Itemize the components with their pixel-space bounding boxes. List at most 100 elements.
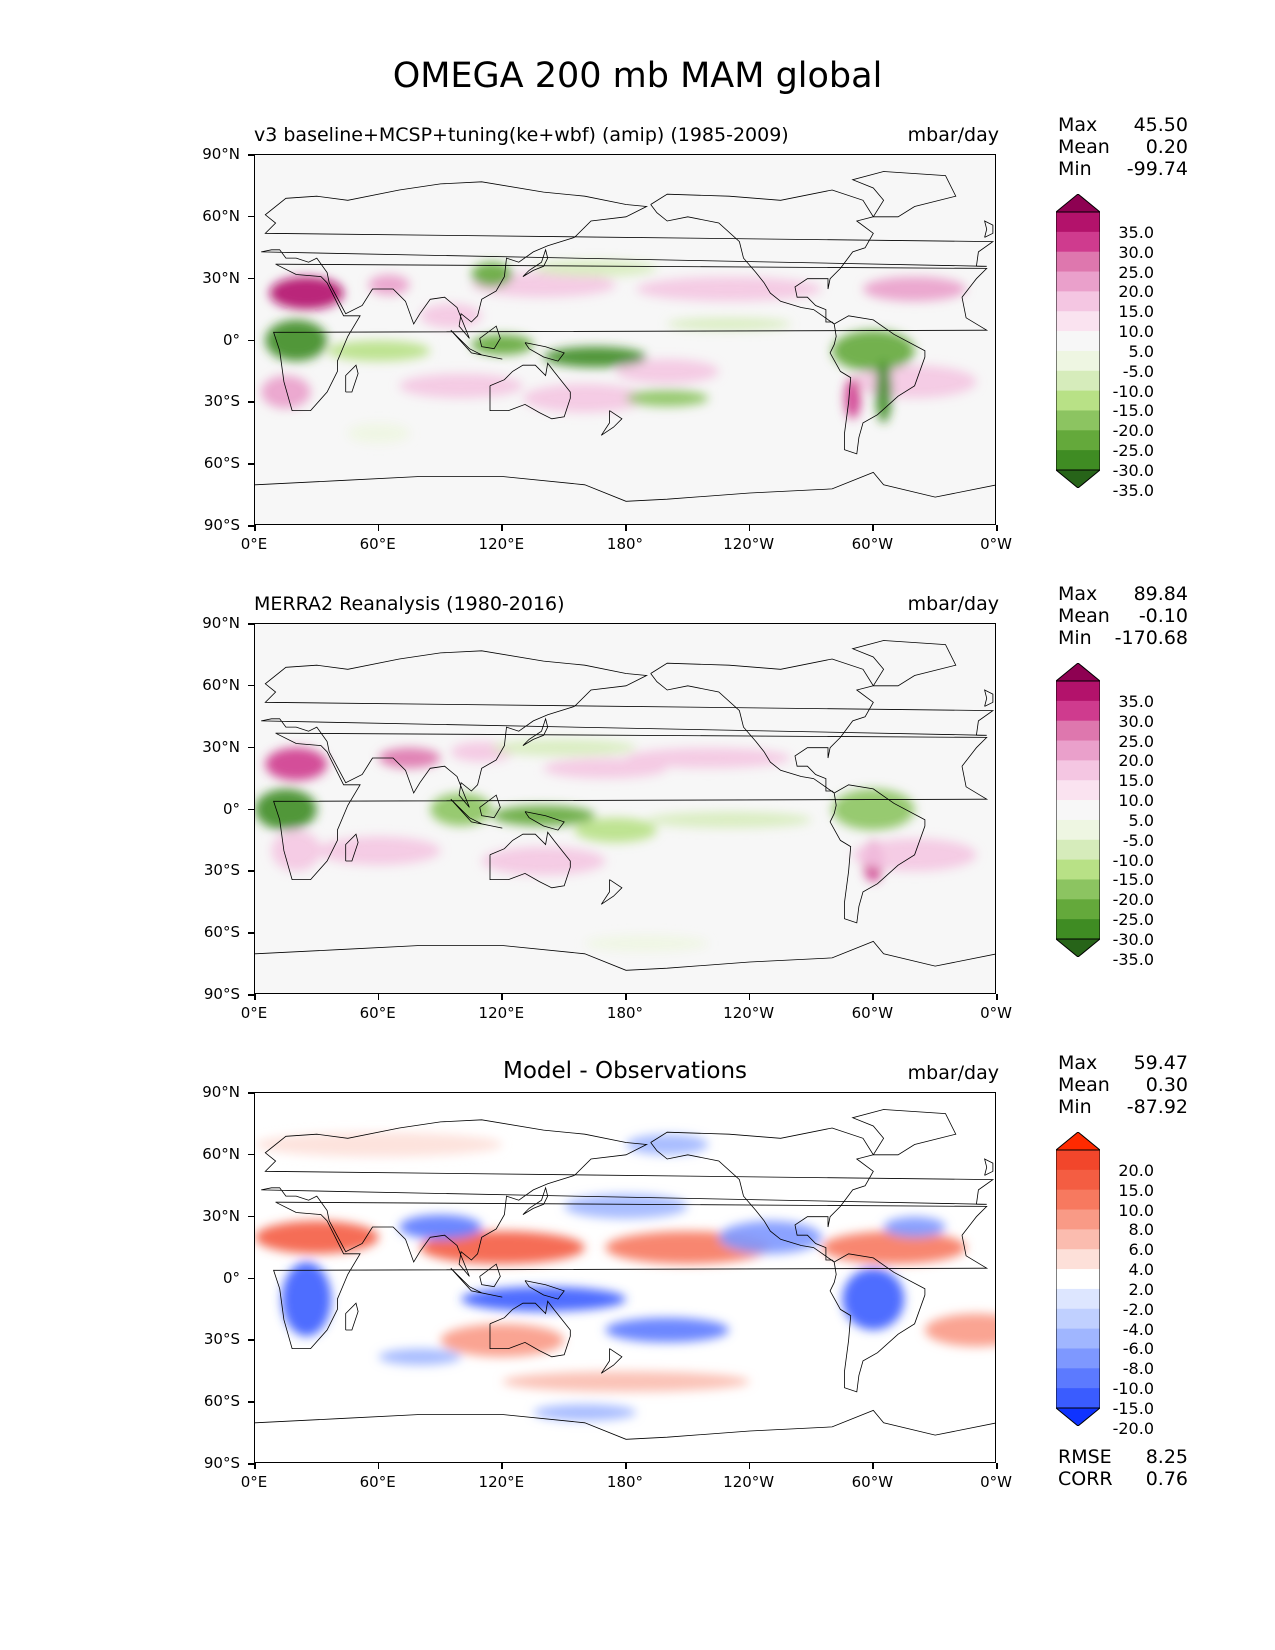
colorbar-model — [1054, 193, 1102, 489]
colorbar-tick-label: -30.0 — [1112, 929, 1154, 949]
colorbar-tick-label: 30.0 — [1118, 242, 1154, 262]
lat-tick-mark — [248, 1277, 254, 1279]
panel-title: v3 baseline+MCSP+tuning(ke+wbf) (amip) (… — [254, 124, 789, 146]
colorbar-tick-label: -4.0 — [1122, 1319, 1154, 1339]
colorbar-tick-label: 5.0 — [1128, 810, 1154, 830]
coastline — [479, 1263, 501, 1288]
field-blob — [255, 1132, 503, 1157]
colorbar-tick-label: -20.0 — [1112, 421, 1154, 441]
stat-row: RMSE 8.25 — [1058, 1446, 1188, 1468]
lon-tick-label: 0°W — [980, 1473, 1012, 1491]
coastline — [450, 798, 503, 829]
coastline — [600, 1348, 623, 1374]
colorbar-tick-label: -35.0 — [1112, 480, 1154, 500]
colorbar-bin — [1056, 1328, 1100, 1349]
lon-tick-label: 120°W — [723, 535, 775, 553]
colorbar-bin — [1056, 1169, 1100, 1191]
colorbar-bin — [1056, 740, 1100, 761]
colorbar-obs — [1054, 662, 1102, 958]
colorbar-bin — [1056, 450, 1100, 471]
colorbar-extend-bottom — [1054, 469, 1102, 489]
colorbar-bin — [1056, 430, 1100, 451]
map-diff — [254, 1092, 996, 1463]
coastline — [255, 471, 995, 502]
coastline — [345, 364, 359, 393]
field-blob — [269, 276, 344, 310]
colorbar-bin — [1056, 212, 1100, 233]
colorbar-tick-label: 20.0 — [1118, 1160, 1154, 1180]
field-blob — [574, 817, 657, 843]
lat-tick-mark — [248, 401, 254, 403]
coastline — [489, 362, 571, 420]
lat-tick-label: 30°S — [203, 861, 240, 880]
colorbar-labels: 20.0 15.0 10.0 8.0 6.0 4.0 2.0 -2.0 -4.0 -6.0 -8.0… — [1100, 1161, 1154, 1439]
field-blob — [471, 334, 534, 355]
colorbar-bin — [1056, 1308, 1100, 1330]
lon-tick-mark — [625, 525, 627, 531]
lat-tick-mark — [248, 277, 254, 280]
field-blob — [533, 1404, 637, 1421]
colorbar-bin — [1056, 1368, 1100, 1389]
colorbar-tick-label: -6.0 — [1122, 1339, 1154, 1359]
field-blob — [265, 319, 328, 362]
lon-tick-mark — [501, 525, 503, 531]
colorbar-bin — [1056, 370, 1100, 392]
colorbar-bin — [1056, 919, 1100, 940]
stat-value: 89.84 — [1133, 583, 1188, 605]
colorbar-tick-label: -30.0 — [1112, 460, 1154, 480]
map-field-diff — [255, 1093, 995, 1462]
lon-tick-mark — [996, 1463, 998, 1469]
lon-tick-label: 60°W — [851, 1473, 894, 1491]
colorbar-tick-label: 4.0 — [1128, 1260, 1154, 1280]
field-blob — [255, 1220, 379, 1254]
field-blob — [842, 1268, 905, 1331]
stat-label: CORR — [1058, 1468, 1113, 1490]
field-blob — [646, 811, 812, 829]
colorbar-extend-top — [1054, 662, 1102, 682]
colorbar-bin — [1056, 311, 1100, 332]
colorbar-bin — [1056, 1229, 1100, 1250]
lat-tick-mark — [248, 339, 254, 341]
stat-row: Min -170.68 — [1058, 627, 1188, 649]
colorbar-bin — [1056, 1150, 1100, 1171]
coastline — [261, 1119, 995, 1277]
panel-units: mbar/day — [907, 124, 999, 146]
field-blob — [440, 1323, 565, 1357]
colorbar-tick-label: 25.0 — [1118, 262, 1154, 282]
lon-tick-mark — [872, 1463, 874, 1469]
stat-value: 45.50 — [1133, 114, 1188, 136]
stat-row: Min -87.92 — [1058, 1096, 1188, 1118]
coastline — [829, 784, 926, 924]
lon-tick-label: 60°E — [359, 1473, 396, 1491]
colorbar-bin — [1056, 720, 1100, 742]
coastline — [983, 689, 994, 707]
lat-tick-label: 30°S — [203, 392, 240, 411]
lon-tick-mark — [748, 994, 751, 1000]
lon-tick-mark — [377, 1463, 380, 1469]
lon-tick-mark — [872, 525, 874, 531]
map-model — [254, 154, 996, 525]
lat-tick-mark — [248, 1215, 254, 1218]
lat-tick-label: 90°S — [203, 1454, 240, 1472]
coastline — [450, 329, 503, 360]
coastline — [524, 1280, 565, 1300]
stat-value: 59.47 — [1133, 1052, 1188, 1074]
coastline — [345, 833, 359, 862]
stat-value: -99.74 — [1126, 158, 1188, 180]
coastline — [255, 940, 995, 971]
stat-label: Max — [1058, 114, 1098, 136]
colorbar-tick-label: -25.0 — [1112, 441, 1154, 461]
coastline — [255, 1409, 995, 1440]
field-blob — [316, 836, 441, 866]
coastline — [345, 1302, 359, 1331]
lon-tick-mark — [872, 994, 874, 1000]
coastline — [522, 717, 549, 746]
colorbar-tick-label: 35.0 — [1118, 222, 1154, 242]
lat-tick-mark — [248, 215, 254, 218]
lat-tick-mark — [248, 623, 254, 625]
colorbar-bin — [1056, 879, 1100, 900]
colorbar-tick-label: -20.0 — [1112, 890, 1154, 910]
coastline — [851, 640, 957, 687]
lon-tick-label: 60°W — [851, 535, 894, 553]
lat-tick-mark — [248, 684, 254, 687]
